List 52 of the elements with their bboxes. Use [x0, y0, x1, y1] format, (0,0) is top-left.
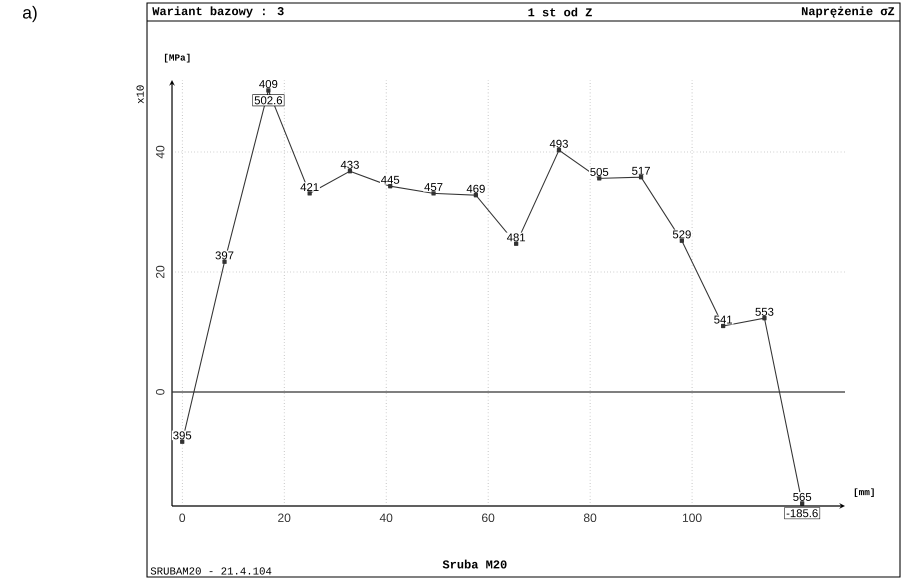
annotation: 397	[216, 251, 234, 260]
point	[514, 242, 518, 246]
annotation: 493	[550, 140, 568, 148]
text: Naprężenie σZ	[802, 6, 894, 18]
annotation: 565	[793, 492, 812, 501]
y-tick-label: 20	[156, 266, 164, 278]
point	[474, 193, 478, 198]
point	[597, 176, 602, 181]
annotation: 395	[173, 431, 192, 440]
point	[556, 148, 562, 152]
point	[308, 191, 312, 196]
text: Sruba M20	[442, 560, 507, 569]
annotation: 529	[672, 230, 691, 238]
annotation: 469	[466, 184, 485, 193]
annotation: 517	[632, 166, 650, 175]
text: SRUBAM20 - 21.4.104	[150, 567, 272, 575]
annotation: 541	[714, 316, 732, 324]
annotation: 421	[300, 183, 319, 191]
x-tick-label: 60	[482, 514, 494, 522]
point	[388, 184, 392, 188]
annotation: 457	[424, 183, 442, 191]
annotation: 553	[755, 308, 774, 316]
x-axis-title: [mm]	[854, 488, 874, 498]
x-tick-label: 80	[584, 514, 596, 522]
point	[348, 169, 352, 174]
annotation: 445	[381, 176, 400, 184]
point	[680, 238, 684, 243]
point	[180, 440, 184, 444]
y-axis-title: [MPa]	[164, 54, 190, 63]
annotation: -185.6	[786, 509, 818, 518]
annotation: 481	[506, 233, 526, 242]
x-tick-label: 40	[380, 514, 392, 522]
y-tick-label: 40	[156, 146, 164, 158]
point	[266, 88, 271, 93]
point	[638, 175, 644, 180]
point	[431, 191, 436, 196]
text: 1 st od Z	[528, 8, 592, 16]
text: a)	[23, 6, 37, 22]
x-tick-label: 0	[179, 514, 186, 522]
annotation: 502.6	[254, 96, 282, 104]
point	[721, 324, 726, 328]
annotation: 409	[259, 80, 278, 88]
point	[762, 316, 767, 320]
point	[222, 260, 227, 264]
y2-axis-title: x10	[136, 85, 144, 104]
annotation: 505	[590, 168, 608, 176]
y-tick-label: 0	[156, 389, 164, 395]
text: Wariant bazowy : 3	[152, 6, 284, 18]
x-tick-label: 100	[682, 514, 702, 522]
x-tick-label: 20	[278, 514, 290, 522]
annotation: 433	[340, 160, 359, 169]
point	[800, 501, 804, 506]
